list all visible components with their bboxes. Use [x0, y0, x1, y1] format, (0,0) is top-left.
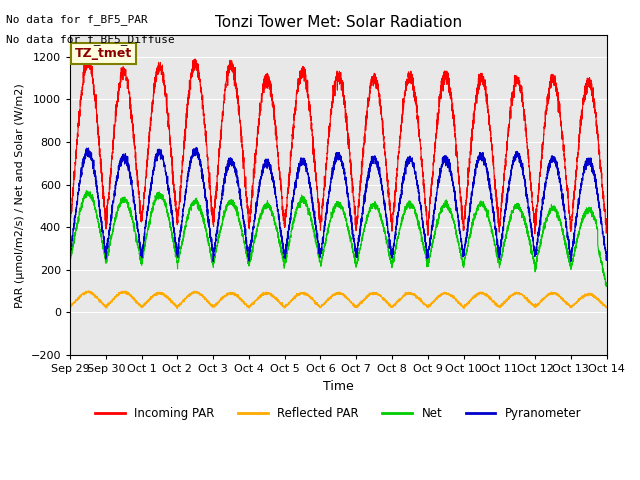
Net: [602, 284, 610, 289]
Pyranometer: [602, 250, 610, 255]
Reflected PAR: [602, 304, 610, 310]
Text: No data for f_BF5_PAR: No data for f_BF5_PAR: [6, 14, 148, 25]
Net: [429, 240, 436, 246]
Reflected PAR: [603, 304, 611, 310]
Pyranometer: [163, 174, 170, 180]
Y-axis label: PAR (μmol/m2/s) / Net and Solar (W/m2): PAR (μmol/m2/s) / Net and Solar (W/m2): [15, 83, 25, 308]
Net: [489, 234, 497, 240]
Pyranometer: [319, 239, 326, 245]
Incoming PAR: [318, 204, 326, 210]
Pyranometer: [209, 259, 217, 264]
Reflected PAR: [173, 306, 181, 312]
X-axis label: Time: Time: [323, 380, 354, 393]
Reflected PAR: [429, 300, 436, 305]
Pyranometer: [193, 144, 200, 150]
Line: Reflected PAR: Reflected PAR: [70, 291, 607, 309]
Reflected PAR: [459, 303, 467, 309]
Incoming PAR: [429, 172, 436, 178]
Title: Tonzi Tower Met: Solar Radiation: Tonzi Tower Met: Solar Radiation: [215, 15, 462, 30]
Pyranometer: [459, 245, 467, 251]
Line: Incoming PAR: Incoming PAR: [70, 57, 607, 235]
Incoming PAR: [424, 232, 432, 238]
Net: [603, 280, 611, 286]
Reflected PAR: [319, 302, 326, 308]
Incoming PAR: [67, 217, 74, 223]
Text: TZ_tmet: TZ_tmet: [75, 47, 132, 60]
Legend: Incoming PAR, Reflected PAR, Net, Pyranometer: Incoming PAR, Reflected PAR, Net, Pyrano…: [91, 402, 586, 425]
Line: Pyranometer: Pyranometer: [70, 147, 607, 262]
Reflected PAR: [84, 288, 92, 294]
Incoming PAR: [489, 157, 497, 163]
Net: [459, 259, 467, 264]
Net: [602, 280, 610, 286]
Incoming PAR: [602, 222, 610, 228]
Incoming PAR: [603, 229, 611, 235]
Line: Net: Net: [70, 191, 607, 287]
Reflected PAR: [163, 294, 170, 300]
Reflected PAR: [489, 298, 497, 304]
Pyranometer: [67, 251, 74, 257]
Incoming PAR: [86, 54, 93, 60]
Pyranometer: [489, 206, 497, 212]
Net: [318, 253, 326, 259]
Pyranometer: [429, 218, 436, 224]
Incoming PAR: [163, 104, 170, 109]
Net: [163, 206, 170, 212]
Net: [67, 258, 74, 264]
Net: [83, 188, 90, 193]
Reflected PAR: [67, 304, 74, 310]
Pyranometer: [603, 253, 611, 259]
Text: No data for f_BF5_Diffuse: No data for f_BF5_Diffuse: [6, 34, 175, 45]
Incoming PAR: [459, 215, 467, 221]
